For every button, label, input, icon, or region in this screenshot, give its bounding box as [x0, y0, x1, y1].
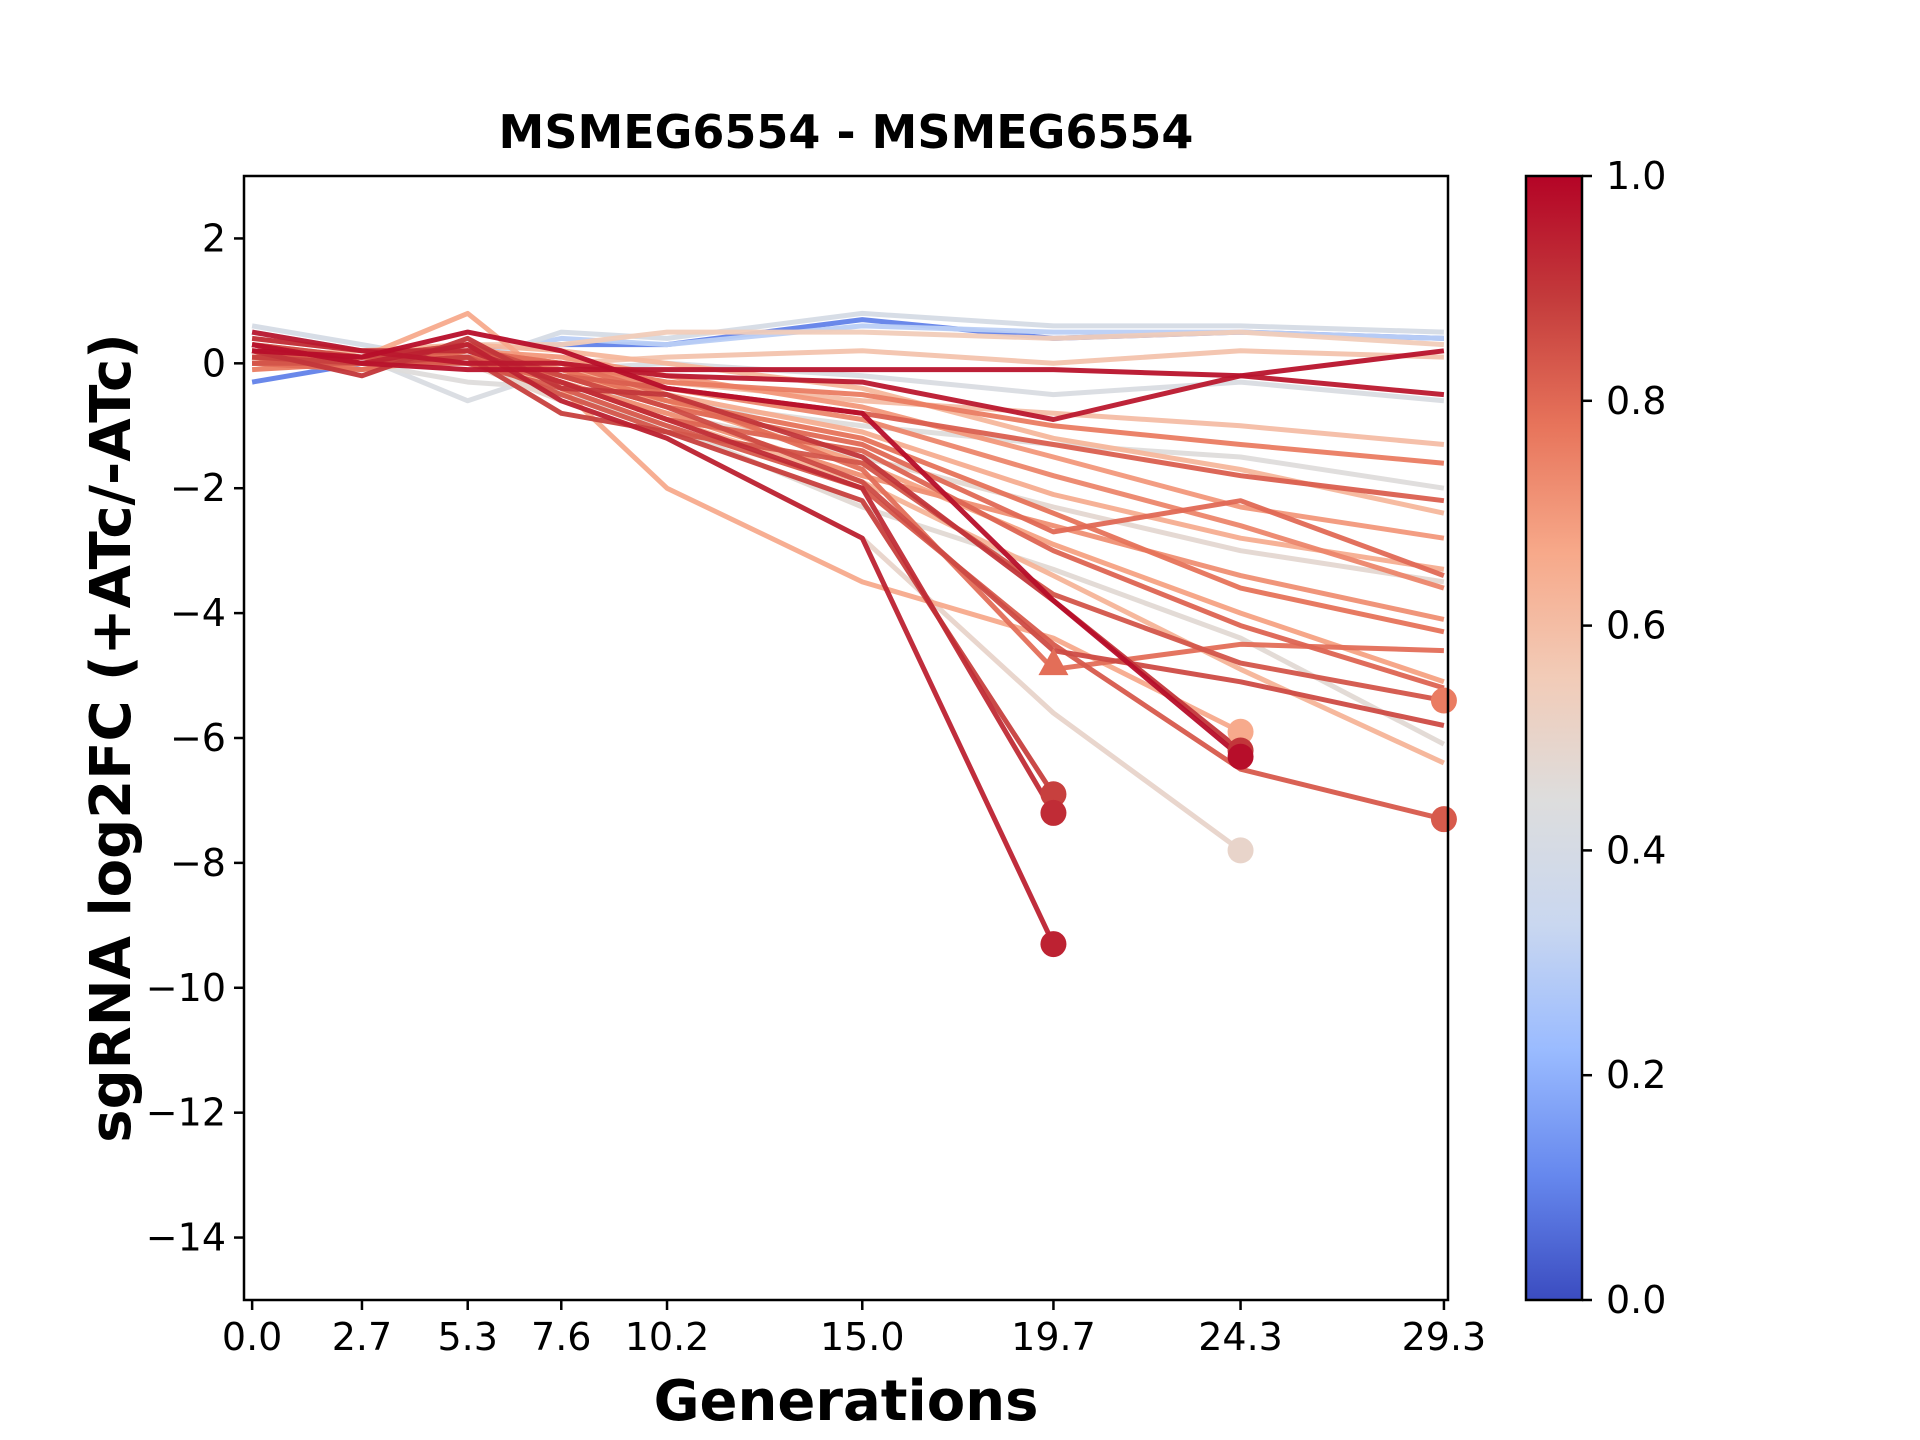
y-axis: 2 0 −2 −4 −6 −8 −10 −12 −14	[146, 216, 244, 1260]
colorbar-tick-label: 0.6	[1606, 604, 1666, 648]
colorbar	[1524, 174, 1584, 1302]
colorbar-tick-label: 0.0	[1606, 1278, 1666, 1322]
x-tick-label: 15.0	[820, 1315, 905, 1359]
chart-title: MSMEG6554 - MSMEG6554	[499, 105, 1194, 159]
y-tick-label: −12	[146, 1091, 226, 1135]
x-axis-title: Generations	[654, 1369, 1039, 1434]
y-tick-label: −14	[146, 1216, 226, 1260]
series-line	[251, 329, 1243, 759]
x-tick-label: 10.2	[625, 1315, 710, 1359]
x-axis: 0.0 2.7 5.3 7.6 10.2 15.0 19.7 24.3 29.3	[222, 1300, 1486, 1359]
series-layer	[251, 310, 1446, 946]
y-tick-label: −4	[170, 591, 226, 635]
y-tick-label: −6	[170, 716, 226, 760]
x-tick-label: 0.0	[222, 1315, 282, 1359]
series-marker	[1040, 781, 1067, 808]
y-tick-label: 0	[202, 341, 226, 385]
series-marker	[1227, 718, 1254, 745]
x-tick-label: 29.3	[1402, 1315, 1487, 1359]
marker-layer	[1038, 648, 1457, 958]
colorbar-axis: 0.0 0.2 0.4 0.6 0.8 1.0	[1582, 154, 1666, 1322]
series-marker	[1227, 837, 1254, 864]
series-marker	[1040, 931, 1067, 958]
x-tick-label: 24.3	[1198, 1315, 1283, 1359]
x-tick-label: 7.6	[531, 1315, 591, 1359]
series-line	[251, 342, 1445, 379]
series-marker	[1227, 743, 1254, 770]
y-axis-title: sgRNA log2FC (+ATc/-ATc)	[79, 333, 144, 1143]
colorbar-tick-label: 0.4	[1606, 828, 1666, 872]
x-tick-label: 2.7	[332, 1315, 392, 1359]
x-tick-label: 5.3	[437, 1315, 497, 1359]
colorbar-tick-label: 0.2	[1606, 1053, 1666, 1097]
colorbar-tick-label: 0.8	[1606, 379, 1666, 423]
series-marker	[1040, 799, 1067, 826]
series-marker-triangle	[1038, 648, 1069, 676]
series-line	[251, 335, 1243, 753]
series-line	[251, 348, 1445, 822]
colorbar-tick-label: 1.0	[1606, 154, 1666, 198]
series-marker	[1430, 687, 1457, 714]
x-tick-label: 19.7	[1011, 1315, 1096, 1359]
series-line	[251, 329, 1445, 422]
y-tick-label: 2	[202, 216, 226, 260]
y-tick-label: −8	[170, 841, 226, 885]
series-marker	[1430, 806, 1457, 833]
y-tick-label: −2	[170, 466, 226, 510]
y-tick-label: −10	[146, 966, 226, 1010]
